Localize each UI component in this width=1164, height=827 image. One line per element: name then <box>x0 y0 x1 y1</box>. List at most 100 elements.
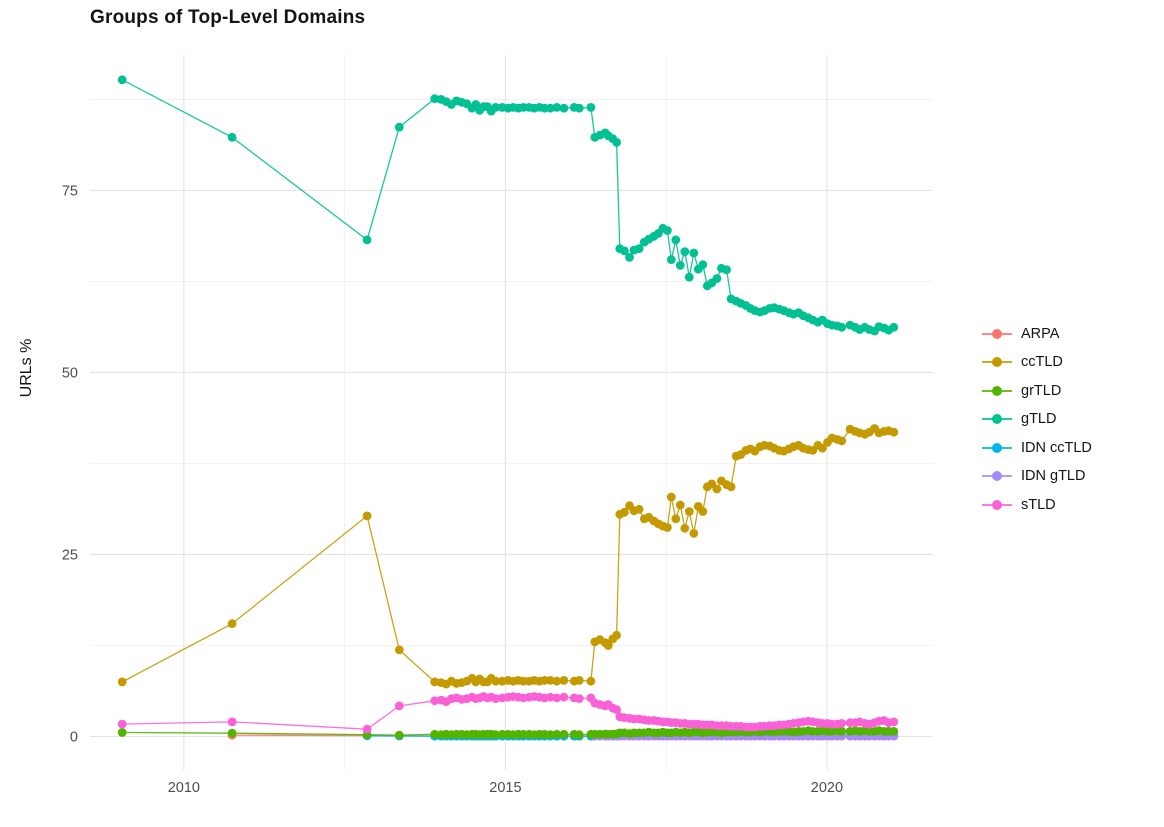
data-point-gtld <box>698 260 708 270</box>
legend-key-dot <box>992 385 1002 396</box>
data-point-cctld <box>663 523 672 532</box>
data-point-gtld <box>546 103 555 113</box>
data-point-gtld <box>666 255 676 264</box>
data-point-stld <box>889 717 899 727</box>
data-point-gtld <box>675 261 685 270</box>
data-point-gtld <box>722 265 731 275</box>
data-point-gtld <box>671 235 681 245</box>
data-point-grtld <box>889 727 899 736</box>
data-point-gtld <box>586 103 596 112</box>
data-point-cctld <box>634 504 644 514</box>
data-point-stld <box>837 719 847 728</box>
data-point-cctld <box>889 427 899 437</box>
legend-key-icon <box>982 328 1012 340</box>
data-point-cctld <box>684 507 694 516</box>
legend-item-arpa: ARPA <box>982 323 1092 344</box>
y-tick-label: 25 <box>62 547 78 563</box>
data-point-cctld <box>671 514 681 524</box>
data-point-gtld <box>394 122 404 132</box>
data-point-grtld <box>837 727 847 736</box>
data-point-stld <box>362 724 372 734</box>
legend-label: IDN gTLD <box>1021 468 1086 484</box>
data-point-gtld <box>227 132 237 142</box>
data-point-stld <box>491 694 501 703</box>
legend-label: ARPA <box>1021 325 1060 342</box>
data-point-gtld <box>491 103 501 112</box>
data-point-cctld <box>394 645 404 655</box>
legend-key-dot <box>992 471 1002 481</box>
data-point-stld <box>612 705 621 714</box>
data-point-gtld <box>430 94 440 104</box>
data-point-gtld <box>574 103 584 113</box>
data-point-gtld <box>889 322 899 332</box>
data-point-cctld <box>227 619 237 629</box>
chart-title: Groups of Top-Level Domains <box>90 7 366 28</box>
legend-label: ccTLD <box>1021 354 1063 370</box>
legend-key-dot <box>992 414 1002 424</box>
legend-label: gTLD <box>1021 411 1057 427</box>
data-point-cctld <box>620 507 629 517</box>
data-point-gtld <box>559 103 569 113</box>
data-point-gtld <box>684 272 694 282</box>
legend-label: sTLD <box>1021 496 1056 513</box>
data-point-cctld <box>546 676 555 685</box>
data-point-cctld <box>552 676 562 686</box>
data-point-grtld <box>491 730 501 740</box>
legend-item-cctld: ccTLD <box>982 352 1092 373</box>
data-point-cctld <box>430 677 440 687</box>
legend-key-dot <box>992 442 1002 453</box>
legend-key-icon <box>982 385 1012 397</box>
data-point-grtld <box>546 730 555 740</box>
data-point-stld <box>394 701 404 711</box>
data-point-gtld <box>117 75 127 85</box>
data-point-stld <box>574 694 584 703</box>
data-point-grtld <box>117 728 127 737</box>
data-point-cctld <box>574 676 584 685</box>
data-point-stld <box>227 717 237 727</box>
data-point-gtld <box>634 244 644 254</box>
data-point-cctld <box>586 676 596 686</box>
legend-key-icon <box>982 470 1012 482</box>
data-point-gtld <box>837 322 847 332</box>
data-point-gtld <box>680 247 690 256</box>
y-tick-label: 0 <box>70 730 78 746</box>
data-point-gtld <box>612 138 621 147</box>
legend-key-dot <box>992 328 1002 339</box>
data-point-cctld <box>362 511 372 521</box>
data-point-cctld <box>689 529 699 538</box>
data-point-cctld <box>712 484 722 494</box>
data-point-cctld <box>818 443 827 453</box>
data-point-cctld <box>675 500 685 510</box>
x-tick-label: 2020 <box>811 780 843 796</box>
legend-label: grTLD <box>1021 382 1062 399</box>
data-point-grtld <box>552 729 562 739</box>
legend-label: IDN ccTLD <box>1021 439 1092 456</box>
data-point-cctld <box>612 630 621 640</box>
x-tick-label: 2010 <box>168 780 200 796</box>
data-point-cctld <box>698 507 708 516</box>
series-line-gtld <box>121 79 895 332</box>
data-point-gtld <box>663 226 672 235</box>
data-point-stld <box>552 693 562 703</box>
legend-key-icon <box>982 442 1012 454</box>
data-point-stld <box>117 719 127 729</box>
data-point-cctld <box>603 641 613 650</box>
legend-item-grtld: grTLD <box>982 380 1092 401</box>
data-point-gtld <box>689 248 699 258</box>
data-point-grtld <box>559 729 569 739</box>
data-point-grtld <box>227 728 237 738</box>
data-point-gtld <box>362 235 372 245</box>
data-point-grtld <box>574 730 584 740</box>
data-point-cctld <box>666 492 676 502</box>
data-point-cctld <box>726 482 736 492</box>
data-point-stld <box>559 692 569 702</box>
legend-item-idn-cctld: IDN ccTLD <box>982 437 1092 458</box>
data-point-gtld <box>620 246 629 256</box>
legend-key-dot <box>992 499 1002 510</box>
legend-key-dot <box>992 357 1002 367</box>
data-point-cctld <box>837 436 847 446</box>
data-point-cctld <box>117 677 127 687</box>
data-point-grtld <box>394 730 404 740</box>
